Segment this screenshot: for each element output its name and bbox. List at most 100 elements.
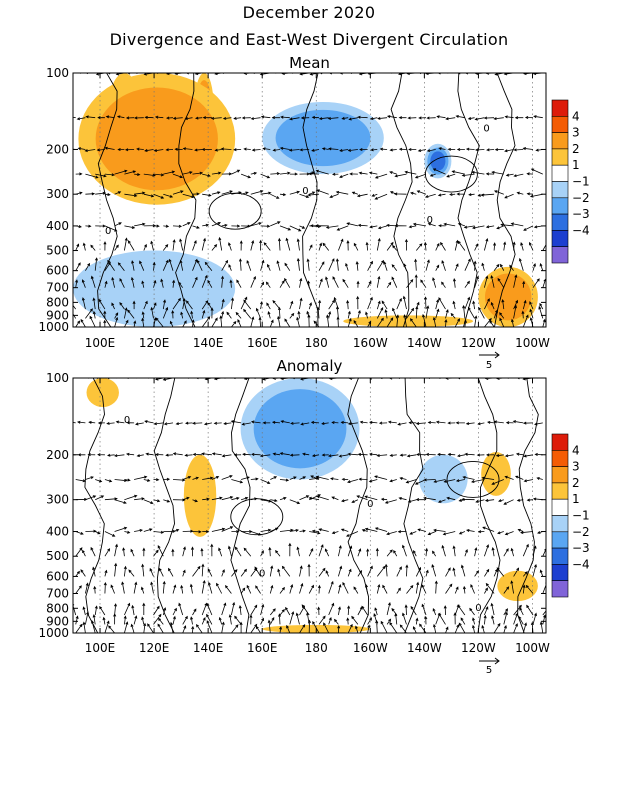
wind-vector (349, 172, 358, 176)
wind-vector (386, 281, 392, 288)
wind-vector (153, 549, 159, 557)
wind-vector (279, 496, 287, 501)
wind-vector (250, 420, 261, 424)
wind-vector (163, 422, 174, 426)
wind-vector (296, 238, 300, 251)
wind-vector (152, 261, 156, 271)
wind-vector (218, 616, 223, 625)
wind-vector (211, 452, 222, 456)
wind-vector (162, 306, 169, 319)
wind-vector (520, 242, 524, 251)
wind-vector (250, 567, 258, 577)
wind-vector (172, 224, 183, 228)
wind-vector (165, 453, 174, 457)
wind-vector (457, 604, 466, 616)
wind-vector (221, 454, 232, 458)
shaded-region-divergence-level-1 (497, 570, 538, 602)
wind-vector (121, 581, 125, 594)
wind-vector (318, 615, 326, 625)
colorbar-label: 3 (572, 126, 580, 140)
wind-vector (85, 495, 97, 501)
wind-vector (328, 258, 335, 271)
wind-vector (185, 300, 193, 310)
wind-vector (404, 170, 417, 175)
wind-vector (90, 244, 96, 251)
wind-vector (529, 301, 534, 310)
wind-vector (452, 277, 456, 288)
wind-vector (235, 311, 242, 319)
wind-vector (481, 476, 495, 480)
wind-vector (342, 581, 349, 594)
wind-vector (389, 171, 397, 175)
contour-line (446, 461, 500, 498)
wind-vector (238, 605, 242, 616)
x-tick-label: 180 (305, 336, 328, 350)
wind-vector (510, 580, 514, 594)
wind-vector (182, 625, 187, 633)
wind-vector (162, 299, 167, 310)
wind-vector (92, 310, 96, 319)
wind-vector (153, 605, 160, 616)
wind-vector (453, 612, 457, 625)
wind-vector (412, 626, 417, 633)
wind-vector (475, 499, 485, 503)
wind-vector (224, 584, 232, 594)
wind-vector (424, 296, 428, 310)
wind-vector (374, 607, 378, 616)
wind-vector (95, 479, 103, 483)
wind-vector (75, 243, 80, 251)
wind-vector (539, 569, 544, 577)
wind-vector (417, 148, 427, 152)
wind-vector (424, 193, 436, 198)
wind-vector (107, 259, 115, 271)
y-tick-label: 100 (46, 371, 69, 385)
wind-vector (87, 453, 96, 457)
wind-vector (174, 147, 183, 151)
wind-vector (182, 569, 186, 577)
wind-vector (491, 615, 495, 625)
wind-vector (413, 550, 417, 557)
wind-vector (435, 264, 440, 271)
wind-vector (513, 623, 518, 633)
wind-vector (172, 528, 180, 532)
wind-vector (486, 453, 495, 457)
wind-vector (204, 261, 213, 271)
wind-vector (296, 316, 300, 327)
panel-title: Mean (289, 54, 330, 72)
wind-vector (243, 308, 252, 319)
wind-vector (432, 277, 437, 288)
wind-vector (201, 563, 205, 577)
wind-vector (346, 222, 358, 227)
wind-vector (504, 193, 514, 199)
wind-vector (201, 579, 206, 594)
wind-vector (491, 547, 495, 557)
contour-line (84, 378, 105, 633)
wind-vector (398, 497, 407, 501)
wind-vector (207, 302, 213, 310)
wind-vector (153, 279, 157, 288)
wind-vector (234, 546, 242, 557)
wind-vector (523, 225, 534, 231)
wind-vector (386, 317, 394, 327)
wind-vector (131, 260, 135, 271)
wind-vector (464, 280, 470, 288)
wind-vector (192, 476, 200, 480)
wind-vector (114, 499, 127, 504)
wind-vector (474, 315, 478, 327)
wind-vector (114, 562, 118, 577)
wind-vector (399, 453, 407, 457)
wind-vector (279, 225, 292, 231)
wind-vector (443, 222, 456, 227)
wind-vector (310, 420, 320, 425)
wind-vector (406, 307, 415, 319)
colorbar-swatch (551, 181, 569, 199)
wind-vector (238, 258, 242, 271)
wind-vector (533, 115, 543, 119)
wind-vector (376, 565, 386, 577)
y-tick-label: 400 (46, 525, 69, 539)
wind-vector (318, 261, 325, 271)
wind-vector (539, 262, 544, 271)
wind-vector (384, 309, 388, 319)
wind-vector (347, 479, 359, 484)
wind-vector (182, 171, 193, 175)
